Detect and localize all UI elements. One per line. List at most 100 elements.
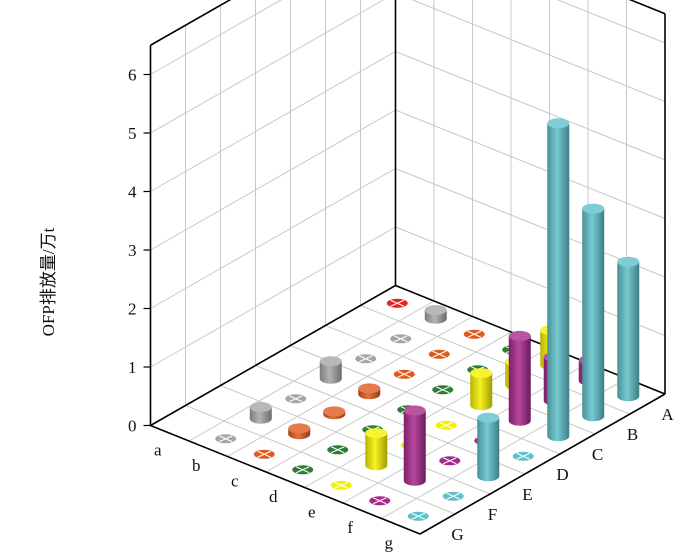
bar-d-G [291,464,315,476]
bar-g-B [582,203,605,422]
bar-g-C [547,118,570,442]
x-category-label: a [154,440,162,459]
y-category-label: A [661,405,674,424]
wall-grid-line [395,51,666,161]
bar-f-F [403,405,426,486]
bar-g-F [441,490,465,502]
bar-d-C [431,384,455,396]
bar-disc-cross [467,330,482,338]
bar-disc-cross [218,435,233,443]
bar-disc-cross [334,481,349,489]
z-tick-label: 0 [128,417,137,436]
frame-edge [150,424,421,535]
frame-edge [150,0,232,46]
bar-disc-cross [358,355,373,363]
bar-disc-cross [442,457,457,465]
bar-b-B [389,333,413,345]
bar-top [582,203,605,214]
x-category-label: c [231,471,239,490]
y-category-label: C [592,445,603,464]
bar-top [365,428,388,439]
y-category-label: E [522,485,532,504]
wall-grid-line [411,0,666,102]
bar-c-C [392,368,416,380]
z-tick-label: 5 [128,124,137,143]
bar-f-E [438,455,462,467]
z-tick-label: 1 [128,358,137,377]
bar-disc-cross [439,421,454,429]
bar-top [424,304,447,315]
floor-grid-line [188,300,435,442]
y-axis-title: OFP排放量/万t [39,227,58,336]
labels-layer: 0 1 2 3 4 5 6 a b c d e f g A B C D E F G [128,66,674,553]
bar-top [319,356,342,367]
wall-grid-line [150,226,396,368]
wall-grid-line [150,51,396,192]
z-tick-label: 2 [128,300,137,319]
bar-c-A [462,328,486,340]
bar-c-D [358,383,381,400]
wall-grid-line [556,0,666,44]
bar-body [470,373,493,411]
bar-disc-cross [372,497,387,505]
bar-top [508,330,531,341]
frame-edge [150,284,396,427]
floor-grid-line [185,405,456,515]
bar-g-E [477,412,500,482]
bar-top [477,412,500,423]
z-tick-label: 4 [128,183,137,202]
bar-disc-cross [330,446,345,454]
frame-edge [628,0,666,15]
wall-grid-line [150,0,282,75]
bar-body [319,361,342,384]
x-category-label: f [347,518,353,537]
bar-b-D [319,356,342,384]
wall-grid-line [395,109,666,219]
x-category-label: d [269,487,278,506]
floor-grid-line [227,316,473,457]
x-category-label: g [385,533,394,552]
y-category-label: F [488,505,497,524]
bar-e-D [434,419,458,431]
bar-e-G [329,479,353,491]
bar-disc-cross [390,299,405,307]
bar-disc-cross [288,395,303,403]
x-category-label: e [308,502,316,521]
bar-disc-cross [397,370,412,378]
bar-body [477,417,500,482]
bar-d-F [326,444,350,456]
bar-c-F [288,423,311,440]
bar-disc-cross [516,452,531,460]
bar-f-G [368,495,392,507]
bar-top [547,118,570,129]
bar-top [249,402,272,413]
bar-disc-cross [432,350,447,358]
bar-c-G [252,448,276,460]
y-category-label: B [627,425,638,444]
bar-body [582,208,605,422]
bars-layer [214,118,640,522]
bar-disc-cross [393,335,408,343]
bar-disc-cross [435,386,450,394]
bar-disc-cross [257,450,272,458]
z-tick-label: 3 [128,241,137,260]
bar-c-B [427,348,451,360]
bar-top [470,368,493,379]
bar-g-D [511,450,535,462]
y-category-label: G [451,525,463,544]
bar-top [358,383,381,394]
bar-b-E [284,393,308,405]
bar-b-G [214,433,238,445]
bar-top [403,405,426,416]
bar-b-F [249,402,272,424]
bar-body [617,261,640,402]
bar-top [617,256,640,267]
bar-body [403,410,426,486]
bar-e-C [470,368,493,411]
bar-b-A [424,304,447,324]
bar-top [323,406,346,417]
floor-grid-line [220,385,491,495]
bar-c-E [323,406,346,420]
bar-body [365,433,388,471]
